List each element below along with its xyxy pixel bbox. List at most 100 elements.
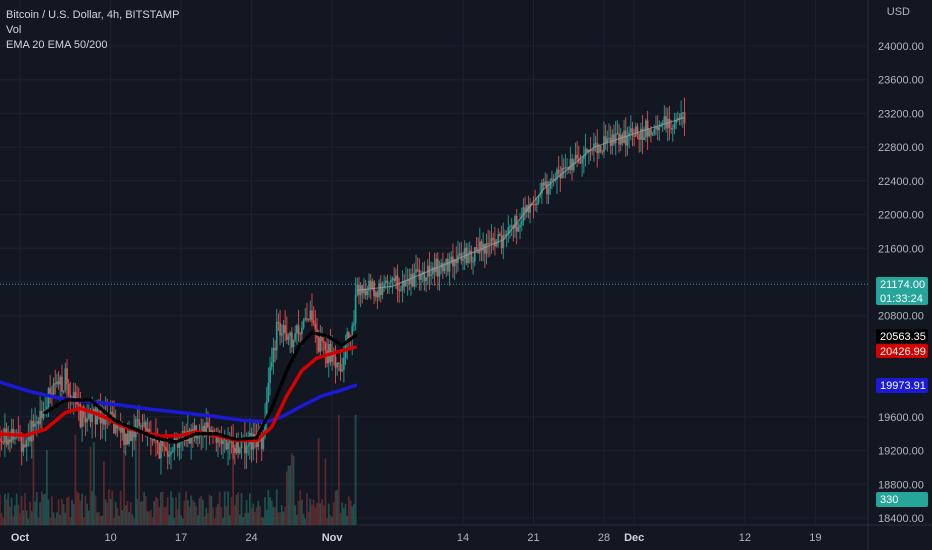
candle-body [254,434,256,437]
volume-bar [233,505,236,525]
candle-body [270,362,273,368]
candle-body [170,451,172,455]
ema-indicator-label[interactable]: EMA 20 EMA 50/200 [6,39,108,51]
volume-bar [259,505,261,525]
candle-body [606,138,609,144]
candle-body [77,404,80,406]
volume-bar [290,453,293,525]
candle-body [309,310,312,320]
candle-body [103,417,105,425]
candle-body [245,446,248,454]
candle-body [378,283,380,298]
candle-body [314,323,317,330]
price-tick-label: 22000.00 [878,210,924,222]
candle-body [608,137,610,139]
candle-body [225,436,228,450]
candle-body [660,125,662,127]
volume-bars [0,414,357,525]
candle-body [326,350,328,364]
volume-bar [294,505,297,525]
volume-bar [47,499,50,525]
candle-body [490,237,493,245]
currency-label[interactable]: USD [886,6,910,18]
candle-body [540,182,543,194]
volume-bar [327,503,330,525]
candle-body [143,422,146,427]
price-tick-label: 20800.00 [878,311,924,323]
trend-line [357,117,685,291]
volume-bar [144,496,147,525]
volume-bar [56,512,58,525]
candle-body [126,433,129,445]
volume-bar [170,491,172,525]
candle-body [45,406,48,410]
candle-body [374,292,377,297]
volume-indicator-label[interactable]: Vol [6,24,22,36]
candle-body [56,381,58,385]
volume-bar [20,496,23,525]
candle-body [574,154,577,161]
candle-body [401,281,404,291]
volume-bar [7,492,10,525]
volume-bar [347,496,350,525]
volume-bar [240,493,243,525]
volume-bar [267,490,270,525]
candle-body [653,129,656,135]
candle-body [34,423,37,427]
candle-body [222,440,224,445]
candle-body [306,318,308,320]
candle-body [302,320,305,328]
volume-bar [316,502,318,525]
candle-body [619,134,622,145]
candle-body [386,280,389,283]
volume-bar [91,491,94,525]
volume-bar [99,516,102,525]
candle-body [173,438,176,451]
time-axis[interactable]: Oct 10 17 24 Nov 14 21 28 Dec 12 19 [11,532,822,544]
volume-bar [76,491,78,525]
price-tick-label: 18400.00 [878,513,924,525]
time-tick-label: 17 [175,532,187,544]
volume-bar [311,504,313,525]
candle-body [265,401,268,420]
candle-body [322,341,325,343]
volume-bar [289,465,292,525]
volume-bar [351,506,354,525]
volume-bar [97,512,100,525]
volume-badge [876,492,928,507]
volume-bar [84,495,87,525]
volume-bar [22,510,25,525]
volume-bar [301,499,303,525]
time-tick-label: Oct [11,532,30,544]
price-tick-label: 23200.00 [878,108,924,120]
candle-body [64,368,67,391]
price-tick-label: 23600.00 [878,75,924,87]
candle-body [47,388,50,407]
symbol-title[interactable]: Bitcoin / U.S. Dollar, 4h, BITSTAMP [6,9,180,21]
volume-bar [54,518,57,525]
candle-body [156,440,159,444]
candle-body [163,445,166,448]
candle-body [66,368,68,384]
candle-body [446,258,449,272]
price-badges: 21174.00 01:33:24 20563.35 20426.99 19973.91… [876,277,928,507]
volume-bar [143,491,146,525]
volume-bar [151,517,154,525]
candle-body [264,419,266,437]
volume-bar [19,513,21,525]
candle-body [29,436,31,442]
volume-bar [272,506,275,525]
candle-body [2,441,5,443]
candle-body [9,439,11,443]
volume-bar [252,503,255,525]
volume-bar [86,503,89,525]
candle-body [165,447,167,451]
candle-body [42,413,45,419]
candle-body [572,160,575,171]
volume-bar [44,493,47,525]
candle-body [361,285,364,294]
volume-bar [191,500,194,525]
candle-body [116,423,119,429]
